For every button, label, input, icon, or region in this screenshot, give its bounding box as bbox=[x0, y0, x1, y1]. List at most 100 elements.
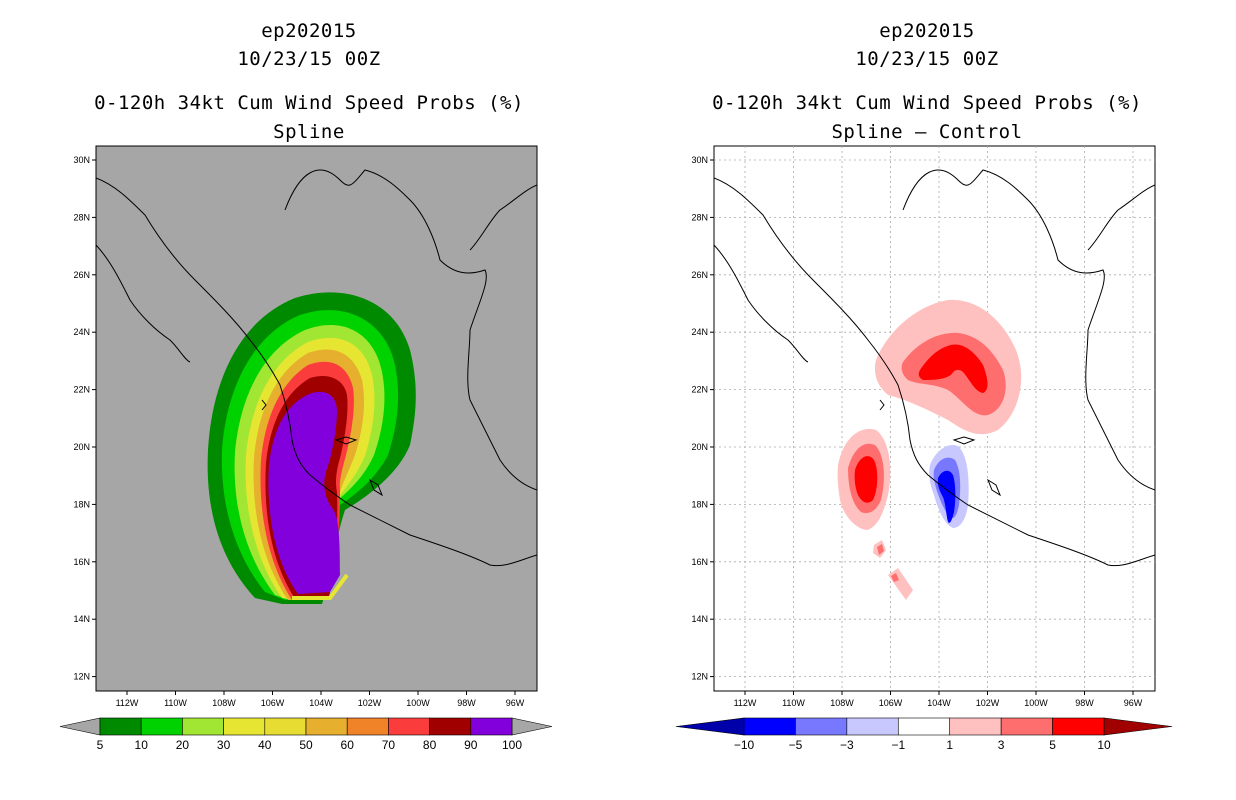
product-title: 0-120h 34kt Cum Wind Speed Probs (%) bbox=[94, 92, 524, 114]
lat-tick-label: 16N bbox=[691, 557, 708, 567]
colorbar-box bbox=[795, 717, 848, 736]
lat-tick-label: 30N bbox=[73, 155, 90, 165]
colorbar-box bbox=[264, 717, 307, 736]
lon-tick-label: 108W bbox=[212, 698, 236, 708]
lat-tick-label: 12N bbox=[691, 672, 708, 682]
datetime-title: 10/23/15 00Z bbox=[237, 48, 381, 70]
lat-tick-label: 24N bbox=[73, 327, 90, 337]
colorbar-box bbox=[743, 717, 796, 736]
colorbar-box bbox=[182, 717, 224, 736]
colorbar-box bbox=[305, 717, 348, 736]
subtitle: Spline – Control bbox=[831, 121, 1023, 143]
lon-tick-label: 98W bbox=[457, 698, 476, 708]
difference-map: 30N 28N 26N 24N 22N 20N 18N 16N 14N 12N 112W 110W 10… bbox=[675, 145, 1173, 752]
colorbar-label: 10 bbox=[135, 738, 149, 752]
lat-tick-label: 22N bbox=[691, 385, 708, 395]
colorbar-box bbox=[897, 717, 951, 736]
diff-plus5-west bbox=[854, 456, 878, 503]
lat-tick-label: 20N bbox=[691, 442, 708, 452]
lon-tick-label: 104W bbox=[309, 698, 333, 708]
lat-tick-label: 20N bbox=[73, 442, 90, 452]
lat-tick-label: 14N bbox=[691, 614, 708, 624]
lat-tick-label: 22N bbox=[73, 385, 90, 395]
lat-tick-label: 18N bbox=[73, 499, 90, 509]
colorbar-label: 90 bbox=[464, 738, 478, 752]
colorbar-label: 80 bbox=[423, 738, 437, 752]
lat-tick-label: 28N bbox=[691, 212, 708, 222]
lon-tick-label: 112W bbox=[734, 698, 757, 708]
colorbar-label: 1 bbox=[946, 738, 953, 752]
diff-minus5 bbox=[937, 470, 956, 523]
storm-id-title: ep202015 bbox=[879, 20, 975, 42]
lon-tick-label: 100W bbox=[1024, 698, 1048, 708]
colorbar-box bbox=[949, 717, 1002, 736]
storm-id-title: ep202015 bbox=[261, 20, 357, 42]
lon-tick-label: 110W bbox=[164, 698, 187, 708]
colorbar-label: −10 bbox=[734, 738, 755, 752]
probability-map: 30N 28N 26N 24N 22N 20N 18N 16N 14N 12N 112W 110W 10… bbox=[59, 145, 553, 752]
colorbar-label: 70 bbox=[382, 738, 396, 752]
subtitle: Spline bbox=[273, 121, 345, 143]
colorbar-box bbox=[388, 717, 430, 736]
lon-tick-label: 102W bbox=[976, 698, 1000, 708]
lon-tick-label: 96W bbox=[506, 698, 525, 708]
colorbar-label: 5 bbox=[1049, 738, 1056, 752]
colorbar-end-low bbox=[675, 717, 745, 736]
colorbar-end-low bbox=[59, 717, 101, 736]
lon-tick-label: 110W bbox=[782, 698, 805, 708]
colorbar-box bbox=[346, 717, 389, 736]
colorbar-end-high bbox=[511, 717, 553, 736]
lat-tick-label: 24N bbox=[691, 327, 708, 337]
colorbar-label: −3 bbox=[840, 738, 854, 752]
colorbar-box bbox=[429, 717, 472, 736]
colorbar-label: 50 bbox=[299, 738, 313, 752]
prob-100-rim bbox=[292, 573, 349, 600]
lon-tick-label: 112W bbox=[116, 698, 139, 708]
lon-tick-label: 102W bbox=[358, 698, 382, 708]
colorbar-label: 100 bbox=[502, 738, 522, 752]
diff-plus3-spot2 bbox=[891, 573, 899, 582]
lat-tick-label: 12N bbox=[73, 672, 90, 682]
probability-contours bbox=[207, 292, 416, 604]
coastlines bbox=[714, 169, 1155, 567]
difference-contours bbox=[837, 299, 1022, 600]
colorbar-box bbox=[1000, 717, 1053, 736]
diff-plus3-north bbox=[901, 332, 1006, 416]
lon-tick-label: 96W bbox=[1124, 698, 1143, 708]
colorbar-box bbox=[99, 717, 142, 736]
colorbar-label: 40 bbox=[258, 738, 272, 752]
datetime-title: 10/23/15 00Z bbox=[855, 48, 999, 70]
colorbar-label: 20 bbox=[176, 738, 190, 752]
diff-plus3-spot1 bbox=[877, 544, 884, 555]
colorbar-label: 10 bbox=[1097, 738, 1111, 752]
lat-tick-label: 26N bbox=[691, 270, 708, 280]
lon-tick-label: 100W bbox=[406, 698, 430, 708]
lon-tick-label: 106W bbox=[879, 698, 903, 708]
lat-tick-label: 14N bbox=[73, 614, 90, 624]
colorbar-label: 3 bbox=[998, 738, 1005, 752]
colorbar-box bbox=[223, 717, 266, 736]
lat-tick-label: 28N bbox=[73, 212, 90, 222]
product-title: 0-120h 34kt Cum Wind Speed Probs (%) bbox=[712, 92, 1142, 114]
colorbar-label: 60 bbox=[341, 738, 355, 752]
lon-tick-label: 108W bbox=[830, 698, 854, 708]
colorbar-label: 5 bbox=[97, 738, 104, 752]
left-panel: ep202015 10/23/15 00Z 0-120h 34kt Cum Wi… bbox=[59, 20, 553, 752]
lat-tick-label: 18N bbox=[691, 499, 708, 509]
lon-tick-label: 106W bbox=[261, 698, 285, 708]
colorbar-label: −5 bbox=[789, 738, 803, 752]
prob-100 bbox=[268, 391, 340, 594]
colorbar-label: −1 bbox=[891, 738, 905, 752]
diff-plus5-north bbox=[918, 344, 988, 393]
lat-tick-label: 16N bbox=[73, 557, 90, 567]
colorbar-box bbox=[846, 717, 899, 736]
colorbar-box bbox=[1052, 717, 1105, 736]
map-background bbox=[713, 145, 1156, 692]
colorbar-box bbox=[140, 717, 183, 736]
right-panel: ep202015 10/23/15 00Z 0-120h 34kt Cum Wi… bbox=[618, 0, 1236, 800]
colorbar-end-high bbox=[1103, 717, 1173, 736]
colorbar-label: 30 bbox=[217, 738, 231, 752]
lat-tick-label: 30N bbox=[691, 155, 708, 165]
lat-tick-label: 26N bbox=[73, 270, 90, 280]
lon-tick-label: 104W bbox=[927, 698, 951, 708]
